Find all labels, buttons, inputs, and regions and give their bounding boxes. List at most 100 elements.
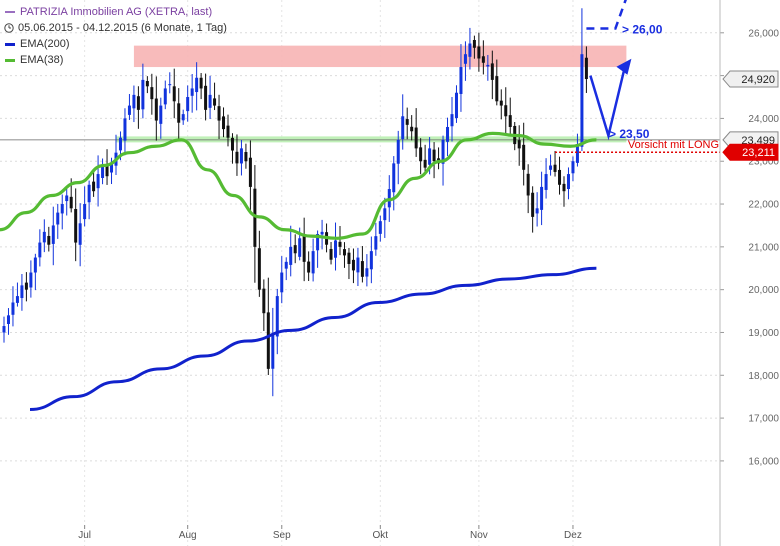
x-tick-label: Okt <box>373 530 389 541</box>
candle-down <box>553 164 557 172</box>
candle-up <box>38 242 42 258</box>
candle-down <box>302 234 306 262</box>
candle-up <box>101 165 105 178</box>
candle-down <box>522 144 526 170</box>
candle-up <box>544 174 548 190</box>
chart-legend: PATRIZIA Immobilien AG (XETRA, last) 05.… <box>4 4 227 68</box>
candle-up <box>446 126 450 142</box>
candle-up <box>195 77 199 93</box>
candle-down <box>414 127 418 149</box>
candle-up <box>540 186 544 210</box>
y-tick-label: 18,000 <box>748 371 779 382</box>
ema200-line <box>29 266 597 412</box>
candle-up <box>441 139 445 164</box>
candle-down <box>222 116 226 130</box>
period-text: 05.06.2015 - 04.12.2015 (6 Monate, 1 Tag… <box>18 22 227 34</box>
candle-up <box>60 204 64 214</box>
candle-down <box>508 115 512 127</box>
candle-up <box>454 92 458 119</box>
candle-up <box>575 144 579 163</box>
price-badge-label: 23,211 <box>742 147 775 159</box>
y-tick-label: 21,000 <box>748 242 779 253</box>
candle-up <box>11 302 15 315</box>
candle-down <box>423 159 427 168</box>
candle-down <box>150 87 154 100</box>
y-tick-label: 20,000 <box>748 285 779 296</box>
candle-down <box>136 96 140 110</box>
candle-down <box>419 147 423 162</box>
instrument-title: PATRIZIA Immobilien AG (XETRA, last) <box>20 6 213 18</box>
candle-down <box>432 149 436 162</box>
candle-up <box>566 174 570 189</box>
candle-up <box>87 184 91 203</box>
target-low-label: > 23,50 <box>609 127 650 141</box>
candle-down <box>293 245 297 254</box>
candle-up <box>33 257 37 273</box>
candle-up <box>51 225 55 244</box>
candle-up <box>96 174 100 189</box>
swing-arrowhead-icon <box>616 58 632 75</box>
x-axis: Jul Aug Sep Okt Nov Dez <box>78 525 582 541</box>
price-badge-shape <box>722 143 779 161</box>
candle-down <box>266 312 270 369</box>
candle-up <box>580 54 584 147</box>
candle-up <box>29 272 33 288</box>
candle-down <box>244 152 248 162</box>
y-tick-label: 23,000 <box>748 157 779 168</box>
candle-up <box>15 296 19 303</box>
candle-down <box>253 188 257 247</box>
candle-down <box>338 241 342 247</box>
y-tick-label: 16,000 <box>748 456 779 467</box>
candle-down <box>226 125 230 138</box>
candle-down <box>558 169 562 185</box>
candle-up <box>334 240 338 258</box>
candle-down <box>307 261 311 273</box>
candle-up <box>486 64 490 67</box>
candle-up <box>320 231 324 235</box>
price-badge-shape <box>722 70 779 88</box>
candle-up <box>535 208 539 214</box>
legend-title-marker <box>5 11 15 13</box>
clock-icon <box>4 23 14 33</box>
candle-down <box>145 81 149 87</box>
legend-ema38-row: EMA(38) <box>4 52 227 68</box>
candle-up <box>450 114 454 127</box>
candle-down <box>154 98 158 121</box>
breakout-arrow <box>586 0 627 30</box>
candle-up <box>463 54 467 64</box>
candle-down <box>405 119 409 125</box>
candle-up <box>289 246 293 265</box>
candle-up <box>271 334 275 369</box>
ema38-line <box>0 131 597 240</box>
candle-up <box>571 161 575 174</box>
candle-up <box>383 208 387 221</box>
x-tick-label: Jul <box>78 530 91 541</box>
candle-up <box>127 105 131 115</box>
support-zone <box>116 136 627 143</box>
candle-down <box>342 249 346 256</box>
candle-up <box>163 88 167 105</box>
candle-up <box>298 238 302 257</box>
candle-up <box>356 257 360 273</box>
ema-lines <box>0 131 597 412</box>
candle-down <box>235 151 239 164</box>
candle-down <box>526 173 530 196</box>
candle-up <box>132 94 136 109</box>
candle-up <box>365 268 369 277</box>
candle-down <box>177 103 181 123</box>
candle-up <box>392 163 396 193</box>
candle-down <box>562 183 566 192</box>
candle-down <box>24 282 28 290</box>
ema200-label: EMA(200) <box>20 38 70 50</box>
x-tick-label: Aug <box>179 530 197 541</box>
candle-up <box>549 165 553 170</box>
x-tick-label: Nov <box>470 530 488 541</box>
candle-down <box>472 39 476 48</box>
legend-period-row: 05.06.2015 - 04.12.2015 (6 Monate, 1 Tag… <box>4 20 227 36</box>
candle-up <box>168 84 172 86</box>
candle-up <box>468 43 472 57</box>
candle-down <box>74 208 78 243</box>
candle-down <box>230 137 234 151</box>
candle-down <box>217 106 221 121</box>
